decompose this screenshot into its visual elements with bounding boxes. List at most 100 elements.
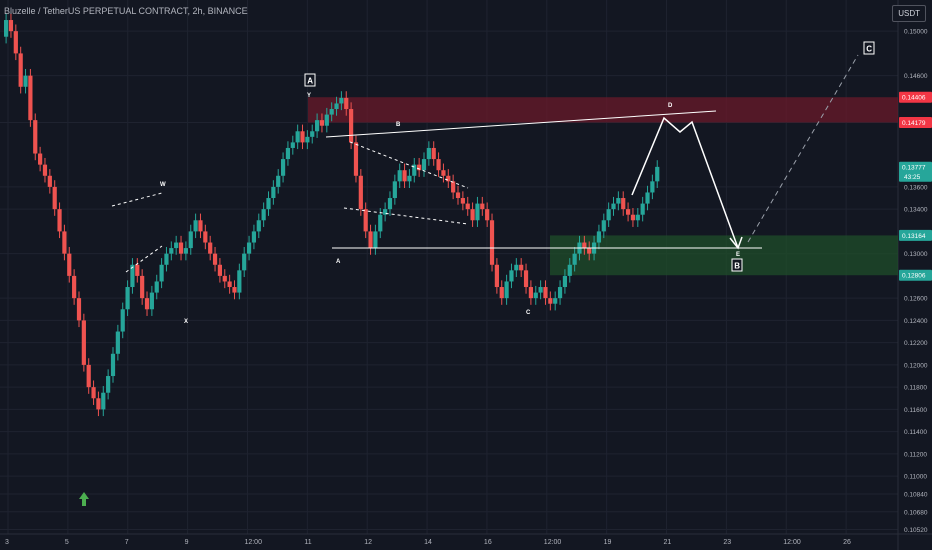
- candle-body: [47, 175, 52, 187]
- wedge-bottom-dashed: [125, 245, 163, 273]
- candle-body: [193, 220, 198, 232]
- candle-body: [125, 287, 130, 310]
- candle-body: [91, 387, 96, 399]
- candle-body: [548, 298, 553, 304]
- candle-body: [621, 198, 626, 210]
- candle-body: [174, 242, 179, 249]
- candle-body: [96, 398, 101, 410]
- candle-body: [310, 131, 315, 137]
- candle-body: [412, 164, 417, 176]
- candle-body: [363, 209, 368, 232]
- candle-body: [72, 275, 77, 299]
- wave-box-label-b: B: [734, 262, 740, 271]
- candle-body: [67, 253, 72, 276]
- candle-body: [480, 203, 485, 210]
- x-tick-label: 26: [843, 539, 851, 546]
- candle-body: [630, 214, 636, 221]
- candle-body: [266, 198, 271, 210]
- x-tick-label: 23: [723, 539, 731, 546]
- candle-body: [135, 264, 140, 276]
- price-tag: [899, 269, 932, 281]
- candle-body: [42, 164, 48, 176]
- candle-body: [470, 209, 475, 221]
- candle-body: [188, 231, 193, 249]
- candle-body: [222, 275, 227, 282]
- wave-label-w: W: [160, 182, 166, 188]
- wave-label-b: B: [396, 122, 401, 128]
- candle-body: [625, 209, 631, 215]
- triangle-bottom-dashed: [343, 207, 469, 225]
- candle-body: [421, 159, 427, 171]
- x-tick-label: 16: [484, 539, 492, 546]
- candle-body: [494, 264, 499, 288]
- wave-label-c: C: [526, 310, 531, 316]
- y-tick-label: 0.13000: [904, 251, 928, 258]
- candle-body: [528, 287, 533, 299]
- candle-body: [378, 214, 383, 232]
- candle-body: [237, 270, 242, 293]
- candle-body: [246, 242, 252, 254]
- candle-body: [256, 220, 261, 232]
- candle-body: [198, 220, 203, 232]
- wedge-top-dashed: [111, 192, 163, 207]
- candle-body: [232, 287, 237, 293]
- x-tick-label: 9: [185, 539, 189, 546]
- x-tick-label: 7: [125, 539, 129, 546]
- candle-body: [655, 166, 660, 182]
- y-tick-label: 0.11400: [904, 429, 927, 436]
- price-tag-value: 0.13164: [902, 233, 926, 240]
- currency-button[interactable]: USDT: [892, 5, 926, 22]
- wave-box-c: [863, 41, 875, 55]
- candle-body: [383, 209, 388, 215]
- candle-body: [280, 159, 286, 176]
- candle-body: [349, 109, 354, 143]
- candle-body: [57, 209, 62, 232]
- candle-body: [334, 103, 339, 110]
- candle-body: [140, 275, 145, 299]
- candle-body: [319, 120, 325, 126]
- candle-body: [178, 242, 184, 254]
- x-tick-label: 12:00: [244, 539, 262, 546]
- x-tick-label: 12:00: [783, 539, 801, 546]
- candle-body: [28, 75, 33, 121]
- x-tick-label: 5: [65, 539, 69, 546]
- wave-label-a: A: [336, 259, 341, 265]
- y-tick-label: 0.15000: [904, 29, 928, 36]
- candle-body: [519, 264, 524, 271]
- wave-label-x: X: [184, 319, 188, 325]
- x-tick-label: 12:00: [544, 539, 562, 546]
- x-tick-label: 11: [304, 539, 311, 546]
- candle-body: [154, 281, 159, 293]
- price-tag: [899, 116, 932, 128]
- price-tag-value: 0.13777: [902, 165, 926, 172]
- price-tag-value: 0.14179: [902, 120, 926, 127]
- candle-body: [460, 198, 465, 204]
- y-tick-label: 0.11000: [904, 474, 927, 481]
- candle-body: [499, 287, 504, 299]
- candle-body: [504, 281, 509, 299]
- wave-box-label-c: C: [866, 45, 872, 54]
- candle-body: [52, 186, 57, 210]
- candle-body: [485, 209, 490, 221]
- candle-body: [596, 231, 602, 243]
- candle-body: [164, 253, 169, 265]
- candle-body: [344, 97, 349, 110]
- candle-body: [130, 264, 135, 288]
- x-tick-label: 12: [364, 539, 372, 546]
- candle-body: [650, 181, 655, 193]
- wave-box-label-a: A: [307, 77, 313, 86]
- candle-body: [227, 281, 232, 288]
- candle-body: [587, 248, 592, 254]
- candle-body: [120, 309, 125, 332]
- y-tick-label: 0.12400: [904, 318, 928, 325]
- y-tick-label: 0.14600: [904, 73, 928, 80]
- candle-body: [8, 20, 14, 32]
- candle-body: [242, 253, 247, 271]
- candle-body: [402, 170, 407, 182]
- candle-body: [426, 147, 431, 160]
- y-tick-label: 0.13400: [904, 207, 928, 214]
- x-tick-label: 19: [604, 539, 612, 546]
- candle-body: [557, 287, 563, 299]
